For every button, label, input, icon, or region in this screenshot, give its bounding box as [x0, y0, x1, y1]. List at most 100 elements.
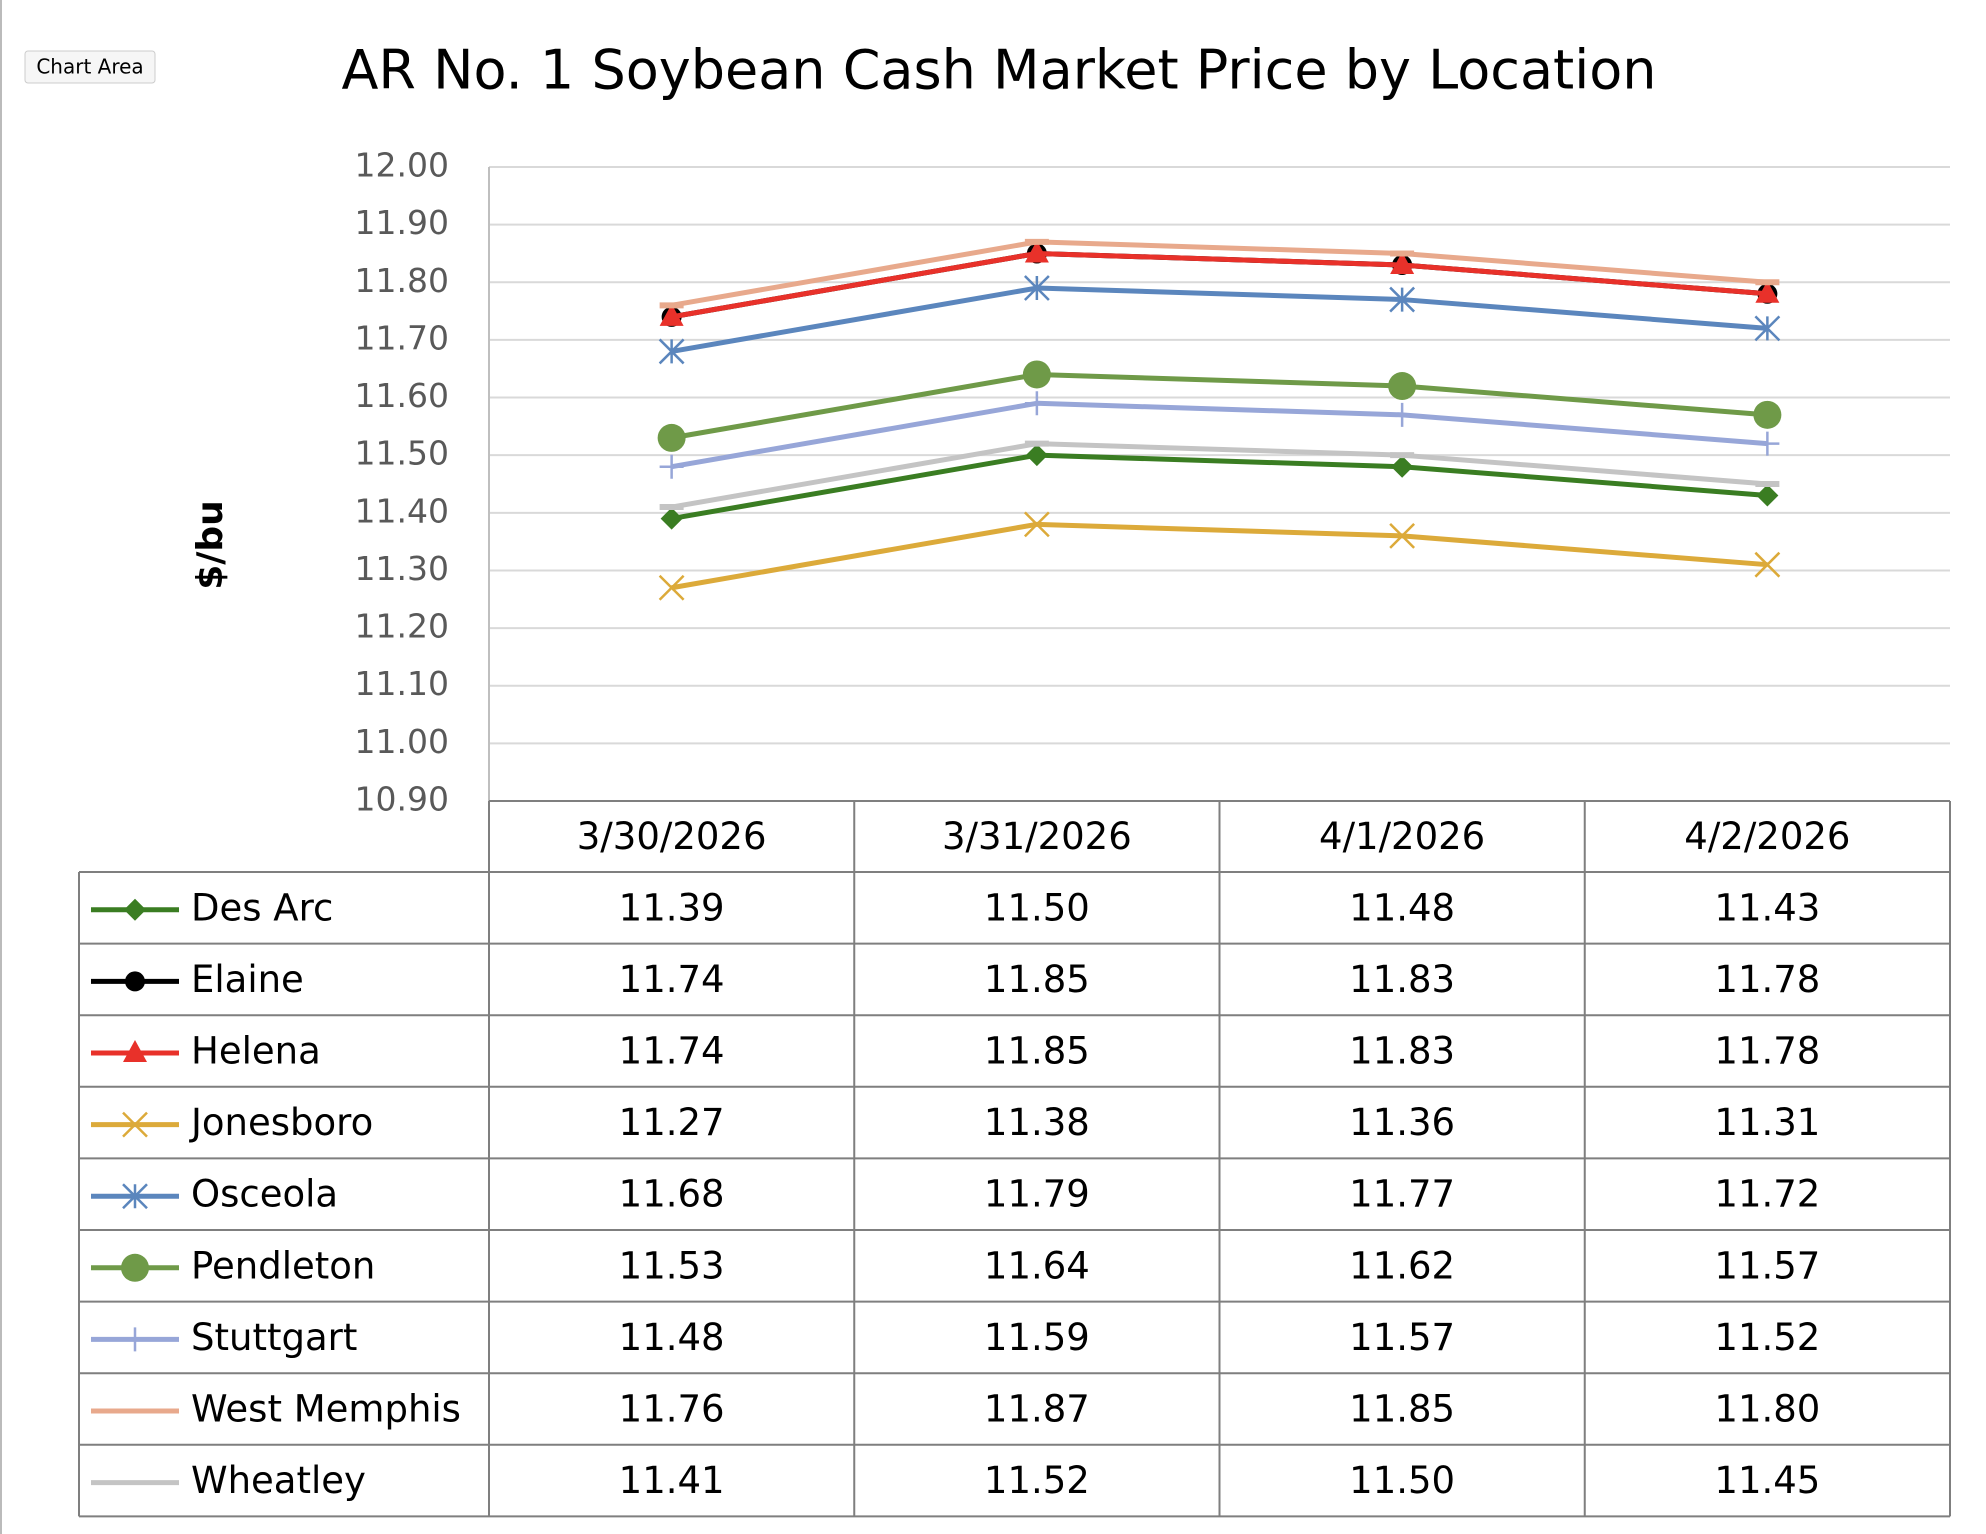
series-line — [671, 521, 1768, 591]
marker — [1390, 251, 1415, 274]
marker — [1753, 400, 1782, 429]
legend-label: Helena — [191, 1030, 321, 1073]
data-label: 11.76 — [619, 1388, 725, 1431]
legend-label: Elaine — [191, 958, 304, 1001]
data-label: 11.80 — [1714, 1388, 1820, 1431]
data-label: 11.85 — [984, 958, 1090, 1001]
data-label: 11.68 — [619, 1173, 725, 1216]
data-label: 11.45 — [1714, 1459, 1820, 1502]
series-line — [671, 400, 1768, 470]
data-label: 11.57 — [1714, 1244, 1820, 1287]
data-label: 11.74 — [619, 958, 725, 1001]
data-label: 11.57 — [1349, 1316, 1455, 1359]
marker — [1024, 240, 1049, 263]
marker — [1754, 315, 1781, 342]
data-label: 11.50 — [1349, 1459, 1455, 1502]
legend-label: Pendleton — [191, 1244, 375, 1287]
legend-marker — [123, 1327, 147, 1352]
series-line — [671, 250, 1768, 320]
x-tick-label: 4/1/2026 — [1319, 815, 1485, 858]
x-tick-label: 3/30/2026 — [577, 815, 767, 858]
data-label: 11.39 — [619, 886, 725, 929]
marker — [1756, 484, 1779, 507]
marker — [1388, 372, 1417, 401]
marker — [1023, 511, 1050, 538]
y-tick-label: 11.40 — [355, 491, 449, 530]
data-label: 11.41 — [619, 1459, 725, 1502]
tooltip: Chart Area — [36, 55, 143, 79]
y-tick-label: 11.10 — [355, 664, 449, 703]
legend-label: Osceola — [191, 1173, 338, 1216]
y-tick-label: 11.60 — [355, 376, 449, 415]
y-tick-label: 11.90 — [355, 203, 449, 242]
series-line — [671, 285, 1768, 354]
data-label: 11.48 — [1349, 886, 1455, 929]
series-line — [671, 239, 1768, 308]
marker — [1390, 402, 1415, 427]
marker — [660, 507, 683, 530]
y-tick-label: 12.00 — [355, 146, 449, 185]
marker — [1023, 275, 1050, 301]
x-tick-label: 4/2/2026 — [1684, 815, 1850, 858]
series-line — [671, 250, 1768, 320]
data-label: 11.52 — [984, 1459, 1090, 1502]
y-tick-label: 11.50 — [355, 434, 449, 473]
y-tick-label: 10.90 — [355, 780, 449, 819]
marker — [659, 303, 684, 326]
marker — [1389, 286, 1416, 313]
data-label: 11.78 — [1714, 1030, 1820, 1073]
data-label: 11.38 — [984, 1101, 1090, 1144]
marker — [1022, 360, 1051, 389]
data-label: 11.87 — [984, 1388, 1090, 1431]
data-label: 11.77 — [1349, 1173, 1455, 1216]
marker — [1024, 391, 1049, 416]
data-label: 11.83 — [1349, 1030, 1455, 1073]
legend-label: West Memphis — [191, 1388, 461, 1431]
marker — [1755, 280, 1780, 303]
legend-label: Stuttgart — [191, 1316, 357, 1359]
data-label: 11.36 — [1349, 1101, 1455, 1144]
legend-marker — [122, 1183, 148, 1210]
legend-label: Jonesboro — [189, 1101, 373, 1144]
marker — [1755, 431, 1780, 456]
legend-marker — [125, 971, 145, 992]
legend-marker — [122, 1111, 148, 1138]
data-label: 11.50 — [984, 886, 1090, 929]
data-label: 11.74 — [619, 1030, 725, 1073]
data-label: 11.79 — [984, 1173, 1090, 1216]
data-label: 11.62 — [1349, 1244, 1455, 1287]
marker — [1025, 444, 1048, 467]
chart-title: AR No. 1 Soybean Cash Market Price by Lo… — [341, 39, 1656, 102]
y-tick-label: 11.70 — [355, 318, 449, 357]
marker — [1391, 455, 1414, 478]
y-tick-label: 11.20 — [355, 607, 449, 646]
data-label: 11.64 — [984, 1244, 1090, 1287]
y-tick-label: 11.00 — [355, 722, 449, 761]
marker — [657, 423, 686, 452]
data-label: 11.53 — [619, 1244, 725, 1287]
data-label: 11.72 — [1714, 1173, 1820, 1216]
data-label: 11.78 — [1714, 958, 1820, 1001]
tooltip-box — [24, 50, 156, 84]
data-label: 11.85 — [984, 1030, 1090, 1073]
y-tick-label: 11.80 — [355, 261, 449, 300]
data-label: 11.85 — [1349, 1388, 1455, 1431]
series-line — [671, 452, 1768, 522]
marker — [1389, 522, 1416, 549]
data-label: 11.83 — [1349, 958, 1455, 1001]
data-label: 11.48 — [619, 1316, 725, 1359]
legend-marker — [124, 898, 146, 921]
marker — [658, 338, 685, 365]
data-label: 11.27 — [619, 1101, 725, 1144]
y-axis-label: $/bu — [190, 500, 231, 590]
series-line — [671, 371, 1768, 441]
marker — [658, 574, 685, 601]
data-label: 11.43 — [1714, 886, 1820, 929]
series-line — [671, 441, 1768, 510]
data-label: 11.31 — [1714, 1101, 1820, 1144]
legend-marker — [123, 1040, 147, 1062]
marker — [1754, 551, 1781, 578]
marker — [659, 454, 684, 479]
